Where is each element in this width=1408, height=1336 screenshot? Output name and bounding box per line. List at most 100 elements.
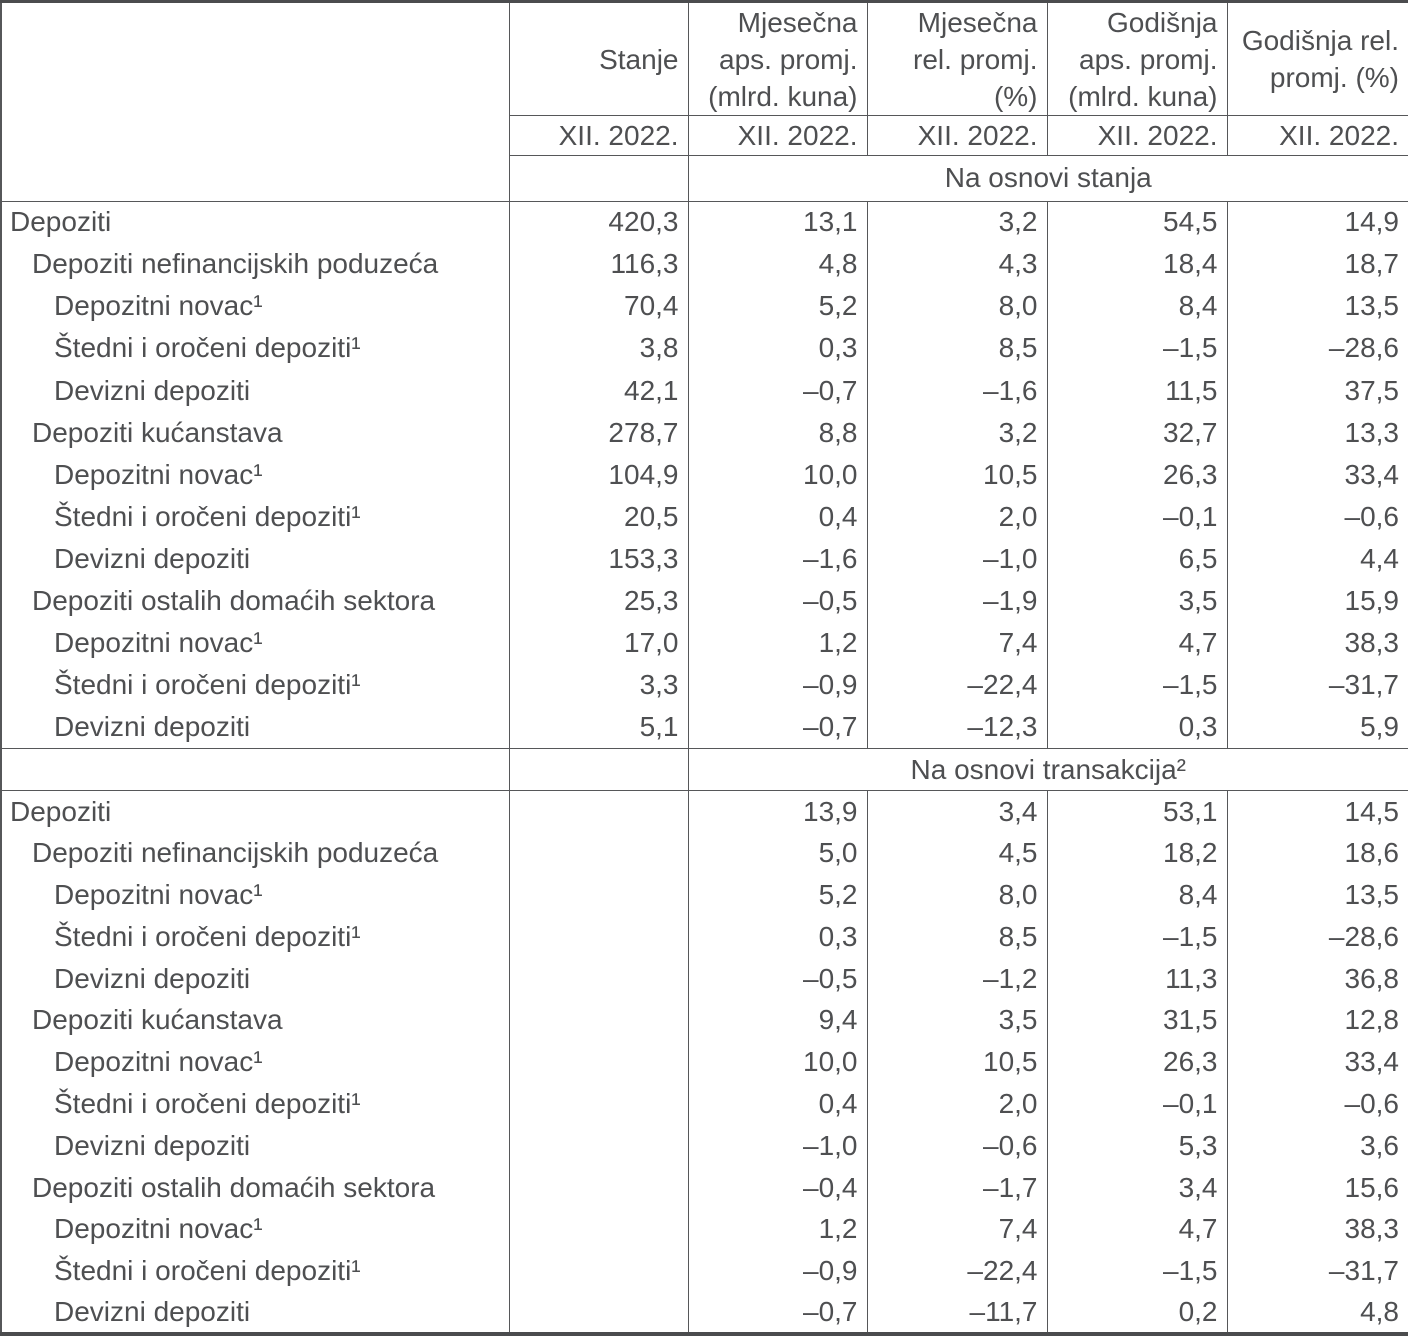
- section-band-label: Na osnovi stanja: [687, 155, 1408, 202]
- row-label: Depoziti: [10, 795, 112, 827]
- value-cell: 10,5: [866, 1041, 1047, 1084]
- value-cell: [508, 790, 688, 833]
- value-cell: 3,8: [508, 327, 688, 370]
- table-row: Štedni i oročeni depoziti¹ 3,8 0,3 8,5 –1,5–…: [1, 327, 1408, 370]
- value-cell: [508, 1124, 688, 1167]
- value-cell: 14,9: [1226, 201, 1408, 244]
- value-cell: 4,7: [1046, 622, 1227, 665]
- value-cell: 11,5: [1046, 369, 1227, 412]
- value-cell: –1,5: [1046, 915, 1227, 958]
- value-cell: 4,8: [1226, 1292, 1408, 1334]
- value-cell: 104,9: [508, 453, 688, 496]
- table-row: Depozitni novac¹ 104,9 10,0 10,5 26,3 33,4: [1, 453, 1408, 496]
- band-row-transakcija: Na osnovi transakcija²: [1, 747, 1408, 792]
- row-label: Depoziti nefinancijskih poduzeća: [32, 837, 439, 869]
- value-cell: –1,6: [866, 369, 1047, 412]
- value-cell: 26,3: [1046, 1041, 1227, 1084]
- table-row: Devizni depoziti –0,7 –11,7 0,2 4,8: [1, 1292, 1408, 1334]
- value-cell: 153,3: [508, 537, 688, 581]
- table-row: Depozitni novac¹ 1,2 7,4 4,7 38,3: [1, 1208, 1408, 1251]
- value-cell: 8,4: [1046, 874, 1227, 916]
- row-label: Devizni depoziti: [54, 962, 251, 994]
- table-row: Štedni i oročeni depoziti¹ 0,4 2,0 –0,1 –0,6: [1, 1083, 1408, 1125]
- row-label: Štedni i oročeni depoziti¹: [54, 1088, 361, 1120]
- value-cell: 1,2: [687, 1208, 867, 1251]
- table-row: Depoziti kućanstava 9,4 3,5 31,5 12,8: [1, 999, 1408, 1042]
- row-label: Devizni depoziti: [54, 1296, 251, 1328]
- value-cell: 8,5: [866, 327, 1047, 370]
- value-cell: 3,5: [1046, 580, 1227, 623]
- row-label: Depoziti ostalih domaćih sektora: [32, 585, 436, 617]
- value-cell: –1,0: [687, 1124, 867, 1167]
- row-label: Štedni i oročeni depoziti¹: [54, 1255, 361, 1287]
- row-label: Depoziti kućanstava: [32, 416, 283, 448]
- period-cell: XII. 2022.: [866, 115, 1047, 157]
- row-label: Depozitni novac¹: [54, 879, 263, 911]
- band-row-stanja: Na osnovi stanja: [1, 155, 1408, 202]
- value-cell: –11,7: [866, 1292, 1047, 1334]
- value-cell: 9,4: [687, 999, 867, 1042]
- value-cell: 6,5: [1046, 537, 1227, 581]
- value-cell: 4,4: [1226, 537, 1408, 581]
- table-row: Depozitni novac¹ 5,2 8,0 8,4 13,5: [1, 874, 1408, 916]
- table-row: Depoziti kućanstava 278,7 8,8 3,2 32,7 13,3: [1, 411, 1408, 454]
- value-cell: 32,7: [1046, 411, 1227, 454]
- table-row: Devizni depoziti –0,5 –1,2 11,3 36,8: [1, 957, 1408, 1000]
- value-cell: –1,2: [866, 957, 1047, 1000]
- value-cell: 3,3: [508, 664, 688, 707]
- value-cell: 5,1: [508, 706, 688, 749]
- value-cell: 278,7: [508, 411, 688, 454]
- value-cell: 5,2: [687, 874, 867, 916]
- value-cell: 2,0: [866, 495, 1047, 538]
- column-header-mjesecna-aps: Mjesečna aps. promj. (mlrd. kuna): [687, 1, 867, 117]
- row-label: Depozitni novac¹: [54, 1213, 263, 1245]
- value-cell: 11,3: [1046, 957, 1227, 1000]
- value-cell: [508, 999, 688, 1042]
- empty-cell: [508, 747, 688, 792]
- value-cell: –0,6: [866, 1124, 1047, 1167]
- value-cell: [508, 1166, 688, 1209]
- value-cell: 13,1: [687, 201, 867, 244]
- value-cell: 3,2: [866, 411, 1047, 454]
- value-cell: –0,4: [687, 1166, 867, 1209]
- value-cell: –0,9: [687, 664, 867, 707]
- value-cell: 0,4: [687, 495, 867, 538]
- value-cell: 7,4: [866, 622, 1047, 665]
- table-row: Depozitni novac¹ 10,0 10,5 26,3 33,4: [1, 1041, 1408, 1084]
- empty-cell: [1, 747, 509, 792]
- table-row: Depoziti ostalih domaćih sektora 25,3 –0,5…: [1, 580, 1408, 623]
- value-cell: –0,6: [1226, 1083, 1408, 1125]
- value-cell: –0,7: [687, 1292, 867, 1334]
- value-cell: 10,5: [866, 453, 1047, 496]
- value-cell: 3,5: [866, 999, 1047, 1042]
- value-cell: 2,0: [866, 1083, 1047, 1125]
- value-cell: –1,0: [866, 537, 1047, 581]
- corner-empty-cell: [1, 1, 509, 202]
- row-label: Štedni i oročeni depoziti¹: [54, 920, 361, 952]
- value-cell: 15,9: [1226, 580, 1408, 623]
- value-cell: –28,6: [1226, 915, 1408, 958]
- value-cell: 7,4: [866, 1208, 1047, 1251]
- row-label: Devizni depoziti: [54, 542, 251, 574]
- value-cell: 54,5: [1046, 201, 1227, 244]
- row-label: Devizni depoziti: [54, 1129, 251, 1161]
- value-cell: 3,4: [866, 790, 1047, 833]
- table-row: Depoziti 420,3 13,1 3,2 54,5 14,9: [1, 201, 1408, 244]
- table-row: Štedni i oročeni depoziti¹ 0,3 8,5 –1,5 –28,…: [1, 915, 1408, 958]
- value-cell: –31,7: [1226, 1250, 1408, 1293]
- section-band-label: Na osnovi transakcija²: [687, 747, 1408, 792]
- table-row: Štedni i oročeni depoziti¹ 20,5 0,4 2,0 –0,1…: [1, 495, 1408, 538]
- period-cell: XII. 2022.: [1046, 115, 1227, 157]
- value-cell: 0,3: [1046, 706, 1227, 749]
- value-cell: 3,4: [1046, 1166, 1227, 1209]
- section-transakcija-body: Depoziti 13,9 3,4 53,1 14,5 Depoziti nefinanc…: [1, 790, 1408, 1334]
- value-cell: –0,9: [687, 1250, 867, 1293]
- value-cell: –22,4: [866, 664, 1047, 707]
- value-cell: 15,6: [1226, 1166, 1408, 1209]
- value-cell: –1,5: [1046, 1250, 1227, 1293]
- row-label: Devizni depoziti: [54, 711, 251, 743]
- table-row: Depoziti nefinancijskih poduzeća 5,0 4,5 18…: [1, 832, 1408, 875]
- value-cell: 420,3: [508, 201, 688, 244]
- value-cell: 0,2: [1046, 1292, 1227, 1334]
